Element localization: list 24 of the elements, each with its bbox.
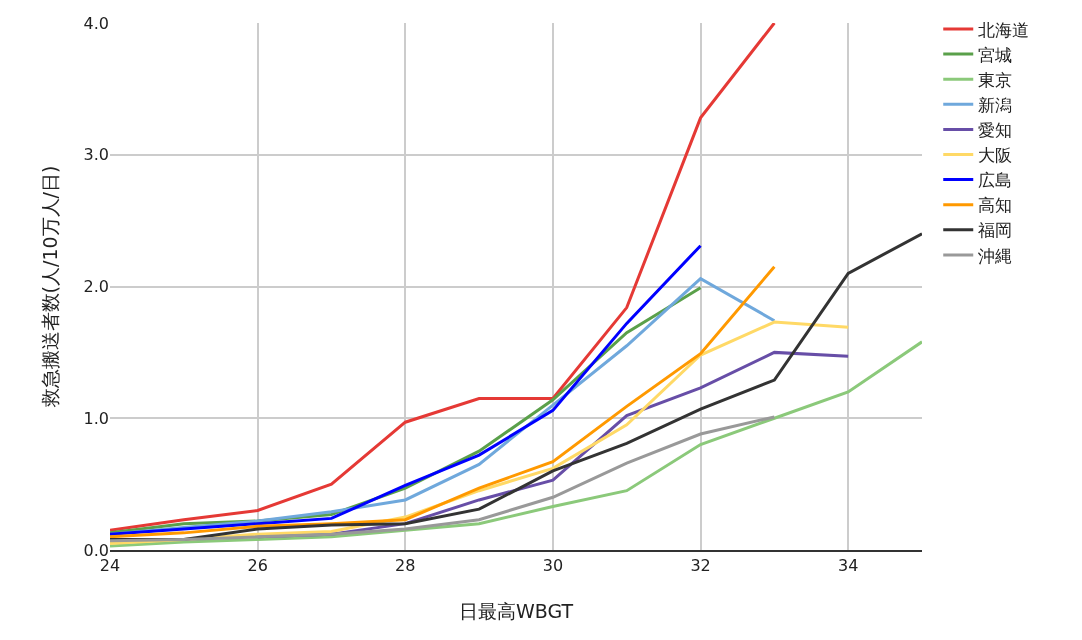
line-series [110, 415, 776, 543]
legend-label: 福岡 [978, 220, 1013, 241]
x-tick-label: 26 [247, 556, 268, 576]
legend-label: 沖縄 [978, 245, 1013, 266]
legend-label: 宮城 [978, 44, 1013, 65]
line-series [110, 23, 776, 532]
y-axis-title: 救急搬送者数(人/10万人/日) [39, 165, 62, 409]
y-tick-label: 1.0 [83, 408, 109, 428]
legend-label: 広島 [978, 170, 1013, 191]
legend-label: 愛知 [978, 120, 1013, 141]
y-tick-label: 4.0 [83, 13, 109, 33]
legend-label: 北海道 [978, 19, 1030, 40]
x-tick-label: 32 [690, 556, 711, 576]
y-tick-label: 2.0 [83, 277, 109, 297]
x-axis-title: 日最高WBGT [458, 599, 574, 622]
legend-label: 大阪 [978, 145, 1013, 166]
legend-label: 高知 [978, 195, 1013, 216]
x-tick-label: 34 [838, 556, 859, 576]
line-series [110, 340, 922, 548]
legend-label: 新潟 [978, 94, 1013, 115]
y-tick-label: 3.0 [83, 145, 109, 165]
legend-label: 東京 [978, 69, 1013, 90]
x-tick-label: 28 [395, 556, 416, 576]
x-tick-label: 30 [542, 556, 564, 576]
